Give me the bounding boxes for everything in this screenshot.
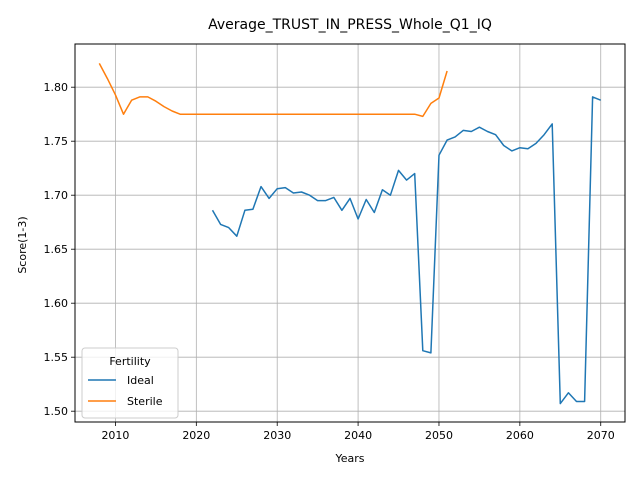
y-axis-label: Score(1-3) [16,216,29,273]
legend-label-sterile: Sterile [127,395,163,408]
series-line-sterile [98,63,448,118]
x-axis-ticks: 2010 2020 2030 2040 2050 2060 2070 [101,422,615,442]
y-tick-label: 1.55 [44,351,69,364]
x-tick-label: 2020 [182,429,210,442]
legend-title: Fertility [109,355,151,368]
legend-label-ideal: Ideal [127,374,154,387]
x-tick-label: 2060 [506,429,534,442]
y-tick-label: 1.70 [44,189,69,202]
series-line-ideal [211,96,601,405]
legend: Fertility Ideal Sterile [81,347,179,419]
x-tick-label: 2010 [101,429,129,442]
chart-title: Average_TRUST_IN_PRESS_Whole_Q1_IQ [208,17,492,33]
x-axis-label: Years [334,452,364,465]
y-tick-label: 1.60 [44,297,69,310]
x-tick-label: 2070 [587,429,615,442]
x-tick-label: 2050 [425,429,453,442]
plot-frame [74,43,626,423]
y-tick-label: 1.80 [44,81,69,94]
y-tick-label: 1.50 [44,405,69,418]
x-tick-label: 2040 [344,429,372,442]
y-axis-ticks: 1.50 1.55 1.60 1.65 1.70 1.75 1.80 [44,81,75,418]
series-layer [98,63,601,405]
y-tick-label: 1.65 [44,243,69,256]
grid-lines [75,44,625,422]
y-tick-label: 1.75 [44,135,69,148]
x-tick-label: 2030 [263,429,291,442]
